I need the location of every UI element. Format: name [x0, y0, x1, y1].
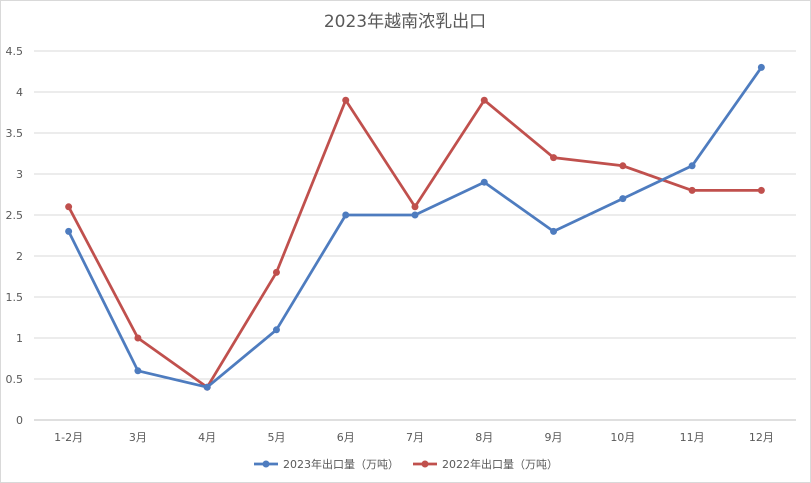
series-group	[65, 63, 765, 391]
chart-title: 2023年越南浓乳出口	[324, 12, 486, 32]
data-point	[134, 334, 142, 342]
x-tick-label: 7月	[406, 431, 424, 444]
data-point	[688, 162, 696, 170]
series-line	[67, 98, 762, 389]
series-line	[67, 66, 763, 389]
x-tick-label: 9月	[545, 431, 563, 444]
y-tick-label: 4	[16, 86, 23, 99]
x-tick-label: 4月	[198, 431, 216, 444]
data-point	[65, 203, 73, 211]
legend-label: 2022年出口量（万吨）	[442, 457, 558, 471]
data-point	[688, 186, 696, 194]
x-tick-label: 6月	[337, 431, 355, 444]
x-tick-label: 8月	[475, 431, 493, 444]
y-tick-label: 0	[16, 414, 23, 427]
data-point	[619, 162, 627, 170]
data-point	[411, 211, 419, 219]
legend-label: 2023年出口量（万吨）	[283, 457, 399, 471]
y-tick-label: 3	[16, 168, 23, 181]
x-tick-label: 1-2月	[54, 431, 83, 444]
data-point	[480, 96, 488, 104]
data-point	[203, 383, 211, 391]
data-point	[550, 227, 558, 235]
x-tick-label: 12月	[749, 431, 774, 444]
x-tick-label: 11月	[680, 431, 705, 444]
legend-marker	[421, 460, 429, 468]
x-tick-label: 5月	[267, 431, 285, 444]
y-tick-label: 1.5	[6, 291, 24, 304]
data-point	[342, 96, 350, 104]
data-point	[272, 326, 280, 334]
x-tick-label: 10月	[610, 431, 635, 444]
data-point	[757, 63, 765, 71]
data-point	[134, 367, 142, 375]
x-tick-label: 3月	[129, 431, 147, 444]
legend-marker	[262, 460, 270, 468]
x-axis-ticks: 1-2月 3月 4月 5月 6月 7月 8月 9月 10月 11月 12月	[54, 431, 774, 444]
legend: 2023年出口量（万吨） 2022年出口量（万吨）	[254, 457, 558, 471]
data-point	[757, 186, 765, 194]
y-tick-label: 1	[16, 332, 23, 345]
data-point	[550, 154, 558, 162]
y-tick-label: 2	[16, 250, 23, 263]
data-point	[411, 203, 419, 211]
data-point	[480, 178, 488, 186]
data-point	[65, 227, 73, 235]
grid-lines	[34, 50, 796, 421]
y-tick-label: 4.5	[6, 45, 24, 58]
y-axis-ticks: 0 0.5 1 1.5 2 2.5 3 3.5 4 4.5	[6, 45, 24, 427]
y-tick-label: 0.5	[6, 373, 24, 386]
y-tick-label: 3.5	[6, 127, 24, 140]
data-point	[342, 211, 350, 219]
data-point	[272, 268, 280, 276]
y-tick-label: 2.5	[6, 209, 24, 222]
data-point	[619, 195, 627, 203]
